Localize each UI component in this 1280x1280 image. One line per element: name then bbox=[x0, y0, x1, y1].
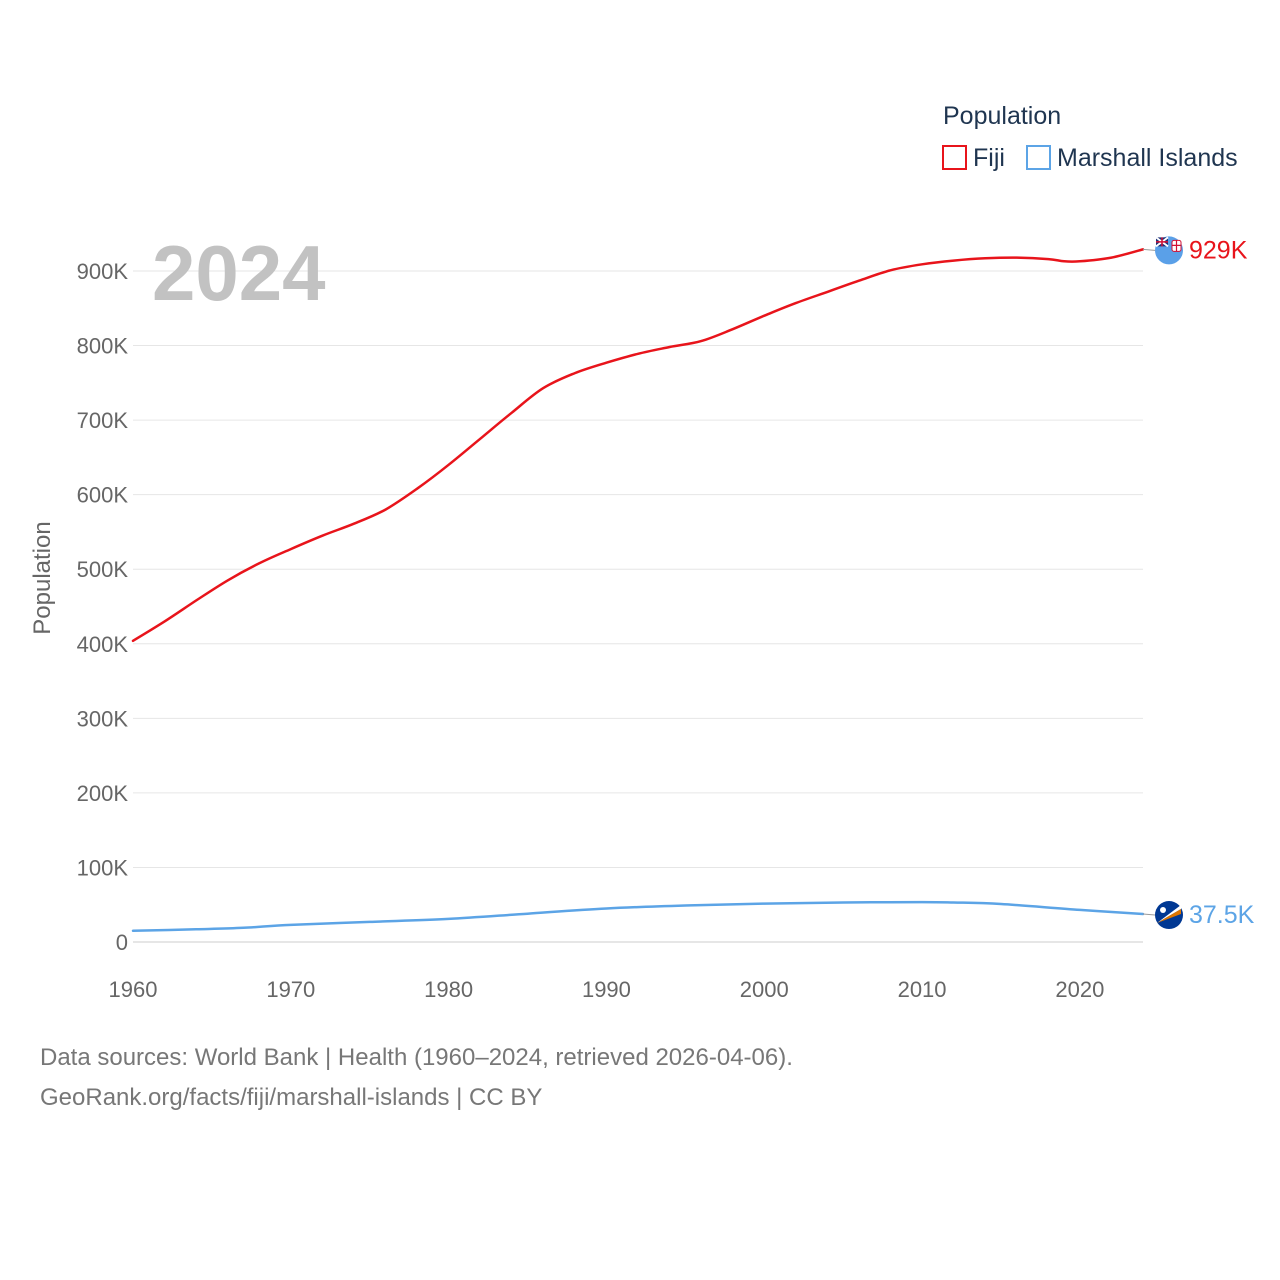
x-tick-label: 2020 bbox=[1055, 977, 1104, 1002]
gridlines bbox=[133, 270, 1143, 943]
y-tick-label: 600K bbox=[77, 483, 129, 508]
x-tick-label: 2000 bbox=[740, 977, 789, 1002]
legend-item-marshall-islands[interactable]: Marshall Islands bbox=[1026, 144, 1238, 172]
y-tick-label: 500K bbox=[77, 557, 129, 582]
x-axis-ticks: 1960 1970 1980 1990 2000 2010 2020 bbox=[109, 977, 1105, 1002]
line-chart: 0 100K 200K 300K 400K 500K 600K 700K 800K 900K 19… bbox=[29, 102, 1255, 1002]
y-axis-title: Population bbox=[29, 521, 56, 634]
y-tick-label: 700K bbox=[77, 408, 129, 433]
series-end-markers: 929K 37.5K bbox=[1142, 236, 1255, 930]
y-tick-label: 100K bbox=[77, 855, 129, 880]
footer-attribution: GeoRank.org/facts/fiji/marshall-islands … bbox=[40, 1084, 543, 1111]
y-axis-ticks: 0 100K 200K 300K 400K 500K 600K 700K 800K 900K bbox=[77, 259, 129, 955]
end-value-label: 929K bbox=[1189, 236, 1248, 264]
end-connector bbox=[1142, 913, 1156, 916]
series-lines bbox=[131, 248, 1145, 933]
end-connector bbox=[1142, 248, 1156, 251]
y-tick-label: 0 bbox=[116, 930, 128, 955]
legend-title: Population bbox=[943, 102, 1061, 130]
footer-source: Data sources: World Bank | Health (1960–… bbox=[40, 1044, 793, 1071]
y-tick-label: 300K bbox=[77, 706, 129, 731]
y-tick-label: 200K bbox=[77, 781, 129, 806]
legend: Population Fiji Marshall Islands bbox=[942, 102, 1238, 172]
end-value-label: 37.5K bbox=[1189, 901, 1255, 929]
current-year-label: 2024 bbox=[152, 229, 326, 317]
x-tick-label: 1970 bbox=[266, 977, 315, 1002]
legend-swatch-marshall-islands bbox=[1026, 145, 1051, 170]
series-line-marshall-islands bbox=[131, 900, 1145, 933]
legend-swatch-fiji bbox=[942, 145, 967, 170]
fiji-flag-icon bbox=[1155, 236, 1183, 265]
marshall-islands-flag-icon bbox=[1155, 901, 1183, 930]
y-tick-label: 900K bbox=[77, 259, 129, 284]
x-tick-label: 1990 bbox=[582, 977, 631, 1002]
x-tick-label: 1960 bbox=[109, 977, 158, 1002]
x-tick-label: 1980 bbox=[424, 977, 473, 1002]
legend-label-marshall-islands: Marshall Islands bbox=[1057, 144, 1238, 172]
legend-item-fiji[interactable]: Fiji bbox=[942, 144, 1005, 172]
y-tick-label: 800K bbox=[77, 334, 129, 359]
y-tick-label: 400K bbox=[77, 632, 129, 657]
series-line-fiji bbox=[131, 248, 1145, 643]
x-tick-label: 2010 bbox=[898, 977, 947, 1002]
legend-label-fiji: Fiji bbox=[973, 144, 1005, 172]
